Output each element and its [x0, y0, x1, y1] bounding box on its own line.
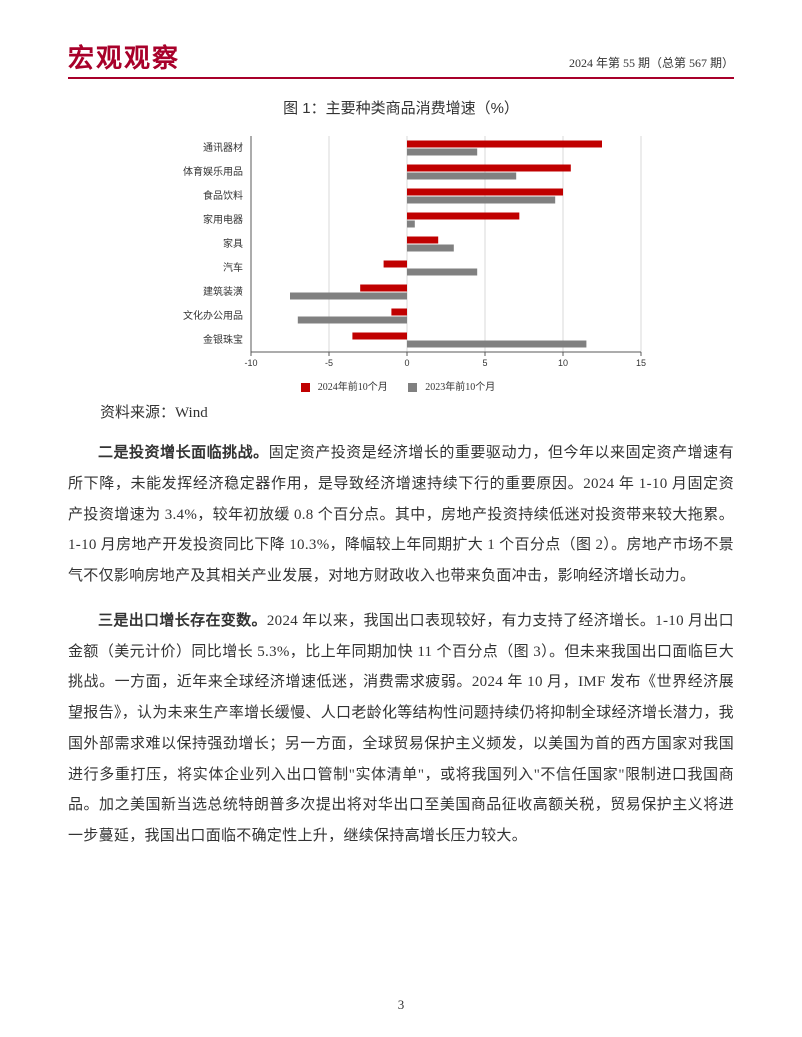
- chart-svg: -10 -5 0 5 10 15 通讯器材体育娱乐用品食品饮料家用电器家具汽车建筑装潢文化办…: [141, 130, 661, 376]
- legend-label-0: 2024年前10个月: [318, 382, 388, 393]
- paragraph-1: 二是投资增长面临挑战。固定资产投资是经济增长的重要驱动力，但今年以来固定资产增速…: [68, 438, 734, 592]
- svg-text:金银珠宝: 金银珠宝: [203, 333, 243, 346]
- legend-swatch-1: [408, 383, 417, 392]
- svg-text:体育娱乐用品: 体育娱乐用品: [183, 165, 243, 178]
- svg-text:家具: 家具: [223, 237, 243, 250]
- svg-text:0: 0: [404, 358, 409, 368]
- svg-text:-5: -5: [325, 358, 333, 368]
- svg-text:5: 5: [482, 358, 487, 368]
- svg-text:建筑装潢: 建筑装潢: [203, 285, 243, 298]
- svg-text:10: 10: [558, 358, 568, 368]
- chart-legend: 2024年前10个月 2023年前10个月: [141, 378, 661, 393]
- svg-text:-10: -10: [244, 358, 257, 368]
- svg-text:汽车: 汽车: [223, 261, 243, 274]
- para2-body: 2024 年以来，我国出口表现较好，有力支持了经济增长。1-10 月出口金额（美…: [68, 613, 734, 844]
- chart-title: 图 1：主要种类商品消费增速（%）: [68, 97, 734, 118]
- legend-label-1: 2023年前10个月: [425, 382, 495, 393]
- data-source: 资料来源：Wind: [100, 401, 734, 422]
- bar-chart: -10 -5 0 5 10 15 通讯器材体育娱乐用品食品饮料家用电器家具汽车建筑装潢文化办…: [141, 130, 661, 393]
- legend-swatch-0: [301, 383, 310, 392]
- para1-body: 固定资产投资是经济增长的重要驱动力，但今年以来固定资产增速有所下降，未能发挥经济…: [68, 445, 734, 584]
- brand-title: 宏观观察: [68, 38, 180, 75]
- issue-label: 2024 年第 55 期（总第 567 期）: [569, 54, 734, 75]
- paragraph-2: 三是出口增长存在变数。2024 年以来，我国出口表现较好，有力支持了经济增长。1…: [68, 606, 734, 852]
- page-number: 3: [0, 997, 802, 1013]
- svg-text:文化办公用品: 文化办公用品: [183, 309, 243, 322]
- para1-lead: 二是投资增长面临挑战。: [98, 444, 269, 461]
- svg-text:通讯器材: 通讯器材: [203, 141, 243, 154]
- svg-text:食品饮料: 食品饮料: [203, 189, 243, 202]
- svg-text:家用电器: 家用电器: [203, 213, 243, 226]
- page-header: 宏观观察 2024 年第 55 期（总第 567 期）: [68, 38, 734, 79]
- para2-lead: 三是出口增长存在变数。: [98, 612, 267, 629]
- svg-text:15: 15: [636, 358, 646, 368]
